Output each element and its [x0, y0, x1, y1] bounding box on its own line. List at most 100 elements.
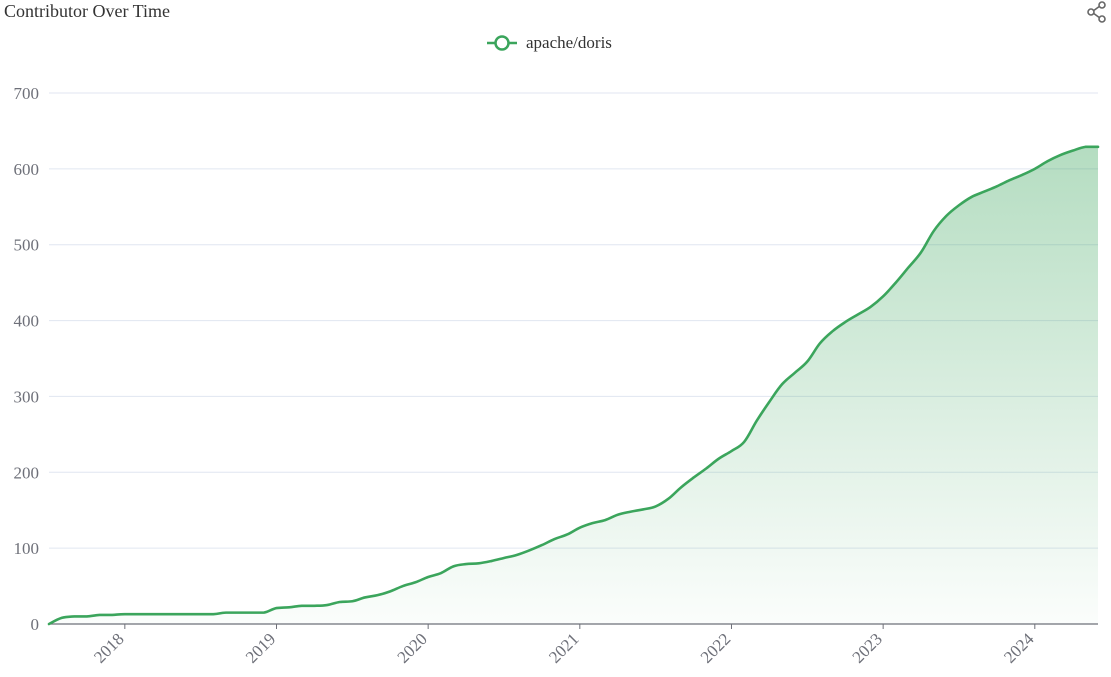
data-point[interactable] — [501, 555, 507, 561]
data-point[interactable] — [71, 613, 77, 619]
data-point[interactable] — [1070, 148, 1076, 154]
data-point[interactable] — [716, 456, 722, 462]
data-point[interactable] — [450, 563, 456, 569]
data-point[interactable] — [109, 612, 115, 618]
data-point[interactable] — [905, 264, 911, 270]
data-point[interactable] — [375, 592, 381, 598]
data-point[interactable] — [779, 381, 785, 387]
data-point[interactable] — [248, 610, 254, 616]
data-point[interactable] — [46, 621, 52, 627]
series-area-0 — [49, 146, 1098, 625]
data-point[interactable] — [691, 475, 697, 481]
data-point[interactable] — [804, 359, 810, 365]
data-point[interactable] — [602, 517, 608, 523]
data-point[interactable] — [97, 612, 103, 618]
area-fill — [49, 146, 1098, 625]
y-tick-label: 600 — [14, 160, 40, 179]
data-point[interactable] — [728, 448, 734, 454]
data-point[interactable] — [349, 598, 355, 604]
data-point[interactable] — [678, 484, 684, 490]
data-point[interactable] — [640, 506, 646, 512]
data-point[interactable] — [1007, 177, 1013, 183]
data-point[interactable] — [425, 574, 431, 580]
y-tick-label: 400 — [14, 312, 40, 331]
data-point[interactable] — [868, 304, 874, 310]
data-point[interactable] — [337, 599, 343, 605]
data-point[interactable] — [653, 503, 659, 509]
data-point[interactable] — [741, 439, 747, 445]
data-point[interactable] — [956, 202, 962, 208]
legend-marker-icon — [487, 35, 517, 51]
data-point[interactable] — [261, 610, 267, 616]
data-point[interactable] — [488, 558, 494, 564]
data-point[interactable] — [918, 249, 924, 255]
data-point[interactable] — [842, 319, 848, 325]
data-point[interactable] — [539, 542, 545, 548]
data-point[interactable] — [438, 570, 444, 576]
data-point[interactable] — [766, 399, 772, 405]
data-point[interactable] — [817, 340, 823, 346]
data-point[interactable] — [703, 465, 709, 471]
data-point[interactable] — [754, 418, 760, 424]
data-point[interactable] — [1032, 166, 1038, 172]
data-point[interactable] — [855, 312, 861, 318]
data-point[interactable] — [893, 280, 899, 286]
data-point[interactable] — [969, 194, 975, 200]
data-point[interactable] — [311, 603, 317, 609]
x-tick-label: 2021 — [545, 629, 582, 666]
data-point[interactable] — [210, 611, 216, 617]
series-line-0[interactable] — [47, 145, 1100, 626]
x-tick-label: 2018 — [90, 629, 127, 666]
data-point[interactable] — [59, 615, 65, 621]
x-tick-label: 2020 — [394, 629, 431, 666]
data-point[interactable] — [286, 604, 292, 610]
data-point[interactable] — [514, 552, 520, 558]
data-point[interactable] — [1082, 144, 1088, 150]
data-point[interactable] — [185, 611, 191, 617]
x-tick-label: 2019 — [242, 629, 279, 666]
data-point[interactable] — [589, 520, 595, 526]
x-tick-label: 2022 — [697, 629, 734, 666]
data-point[interactable] — [552, 536, 558, 542]
data-point[interactable] — [299, 603, 305, 609]
data-point[interactable] — [1057, 152, 1063, 158]
y-tick-label: 300 — [14, 387, 40, 406]
data-point[interactable] — [1095, 144, 1101, 150]
data-point[interactable] — [463, 561, 469, 567]
data-point[interactable] — [362, 594, 368, 600]
data-point[interactable] — [943, 213, 949, 219]
data-point[interactable] — [994, 183, 1000, 189]
data-point[interactable] — [931, 228, 937, 234]
data-point[interactable] — [476, 560, 482, 566]
data-point[interactable] — [122, 611, 128, 617]
y-tick-label: 100 — [14, 539, 40, 558]
x-tick-label: 2023 — [848, 629, 885, 666]
legend-item-apache-doris[interactable]: apache/doris — [486, 31, 612, 55]
data-point[interactable] — [223, 610, 229, 616]
data-point[interactable] — [273, 605, 279, 611]
data-point[interactable] — [387, 588, 393, 594]
data-point[interactable] — [665, 496, 671, 502]
data-point[interactable] — [1019, 172, 1025, 178]
legend-label: apache/doris — [526, 33, 612, 52]
data-point[interactable] — [147, 611, 153, 617]
data-point[interactable] — [792, 370, 798, 376]
data-point[interactable] — [880, 293, 886, 299]
y-tick-label: 200 — [14, 463, 40, 482]
data-point[interactable] — [400, 583, 406, 589]
data-point[interactable] — [615, 512, 621, 518]
data-point[interactable] — [526, 547, 532, 553]
y-tick-label: 700 — [14, 84, 40, 103]
x-tick-label: 2024 — [1000, 629, 1038, 667]
data-point[interactable] — [577, 525, 583, 531]
data-point[interactable] — [1044, 158, 1050, 164]
data-point[interactable] — [564, 531, 570, 537]
data-point[interactable] — [627, 509, 633, 515]
data-point[interactable] — [413, 579, 419, 585]
data-point[interactable] — [324, 602, 330, 608]
data-point[interactable] — [84, 613, 90, 619]
share-icon[interactable] — [1086, 1, 1108, 23]
data-point[interactable] — [830, 328, 836, 334]
data-point[interactable] — [981, 189, 987, 195]
